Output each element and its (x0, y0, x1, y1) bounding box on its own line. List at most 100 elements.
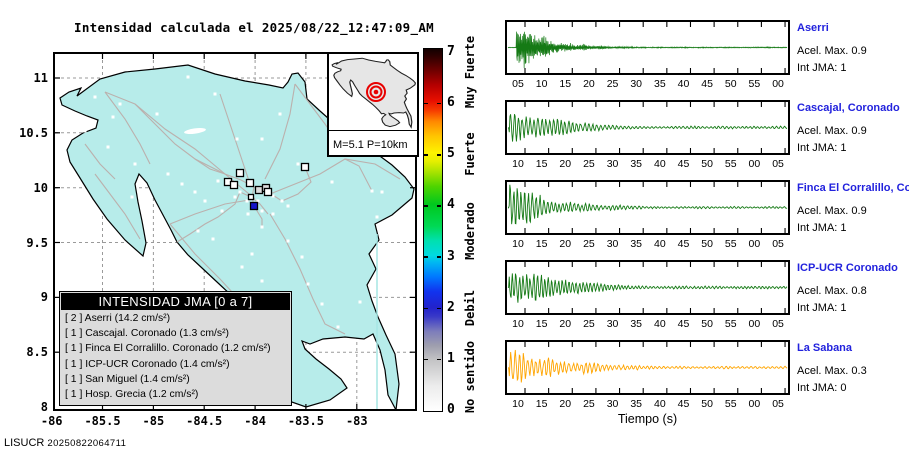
footer-id: LISUCR 20250822064711 (4, 437, 126, 449)
colorbar-tick (437, 307, 441, 310)
map-y-tick-label: 10 (33, 180, 48, 195)
station-dot (358, 300, 362, 304)
map-y-tick-label: 9.5 (26, 235, 48, 250)
panel-time-tick: 30 (606, 158, 619, 170)
seismogram-panel-3 (505, 180, 790, 235)
station-dot (245, 199, 249, 203)
panel-time-tick: 40 (653, 318, 666, 330)
panel-acel-max: Acel. Max. 0.9 (797, 125, 867, 137)
panel-time-tick: 25 (606, 78, 619, 90)
legend-header: INTENSIDAD JMA [0 a 7] (61, 293, 290, 310)
station-dot (271, 194, 275, 198)
map-x-tick-label: -83 (345, 414, 368, 428)
map-x-tick-label: -86 (40, 414, 63, 428)
panel-acel-max: Acel. Max. 0.9 (797, 205, 867, 217)
colorbar-tick (437, 358, 441, 361)
magnitude-depth-label: M=5.1 P=10km (329, 136, 417, 155)
panel-time-tick: 05 (772, 318, 784, 330)
station-dot (240, 265, 244, 269)
intensity-colorbar (423, 48, 443, 412)
map-y-tick-label: 11 (33, 71, 48, 85)
intensity-square (263, 187, 273, 197)
seismogram-canvas (507, 102, 788, 153)
station-dot (141, 210, 145, 214)
panel-time-tick: 20 (559, 238, 572, 250)
station-dot (296, 162, 300, 166)
waveform-trace (507, 273, 788, 303)
panel-time-tick: 10 (535, 78, 548, 90)
legend-row-3: [ 1 ] ICP-UCR Coronado (1.4 cm/s²) (65, 358, 230, 370)
panel-time-tick: 20 (583, 78, 595, 90)
panel-int-jma: Int JMA: 1 (797, 302, 847, 314)
station-dot (280, 199, 284, 203)
station-dot (246, 212, 250, 216)
legend-row-2: [ 1 ] Finca El Corralillo. Coronado (1.2… (65, 343, 271, 355)
panel-time-tick: 05 (772, 158, 784, 170)
colorbar-number: 1 (447, 350, 455, 366)
colorbar-number: 7 (447, 43, 455, 59)
panel-time-tick: 00 (748, 238, 761, 250)
footer-system: LISUCR (4, 437, 45, 449)
panel-time-tick: 05 (772, 398, 784, 410)
panel-time-tick: 40 (653, 238, 666, 250)
legend-row-0: [ 2 ] Aserri (14.2 cm/s²) (65, 313, 171, 324)
station-dot (203, 199, 207, 203)
station-dot (250, 252, 254, 256)
panel-time-tick: 15 (535, 238, 548, 250)
colorbar-tick (437, 256, 441, 258)
station-dot (306, 282, 310, 286)
station-dot (216, 179, 220, 183)
station-dot (346, 339, 350, 343)
station-dot (106, 145, 110, 149)
seismogram-panel-4 (505, 260, 790, 315)
station-dot (211, 237, 215, 241)
panel-time-tick: 05 (512, 78, 524, 90)
intensity-square (300, 162, 310, 172)
station-dot (375, 215, 379, 219)
panel-time-tick: 25 (583, 238, 595, 250)
seismogram-canvas (507, 182, 788, 233)
legend-rows: [ 2 ] Aserri (14.2 cm/s²) [ 1 ] Cascajal.… (60, 311, 291, 402)
panel-time-tick: 55 (724, 318, 737, 330)
panel-time-tick: 35 (630, 238, 643, 250)
station-dot (278, 112, 282, 116)
station-dot (166, 172, 170, 176)
panel-time-tick: 30 (606, 398, 619, 410)
panel-time-tick: 55 (748, 78, 761, 90)
station-dot (93, 95, 97, 99)
map-x-tick-label: -85 (142, 414, 165, 428)
map-x-tick-label: -83.5 (287, 414, 324, 428)
panel-station-name: Aserri (797, 22, 829, 34)
panel-time-tick: 50 (701, 238, 713, 250)
station-dot (336, 325, 340, 329)
panel-time-tick: 25 (583, 158, 595, 170)
panel-time-tick: 45 (677, 238, 690, 250)
panel-time-tick: 10 (512, 398, 524, 410)
station-dot (238, 190, 242, 194)
lake-arenal (184, 128, 206, 134)
seismogram-panel-5 (505, 340, 790, 395)
map-y-tick-label: 10.5 (19, 125, 48, 140)
seismogram-canvas (507, 22, 788, 73)
panel-time-tick: 40 (653, 398, 666, 410)
station-dot (260, 225, 264, 229)
colorbar-tick (424, 102, 428, 105)
map-frame-ticks (55, 54, 415, 409)
waveform-trace (507, 114, 788, 142)
station-dot (256, 199, 260, 203)
panel-time-tick: 10 (512, 318, 524, 330)
panel-int-jma: Int JMA: 0 (797, 382, 847, 394)
panel-time-tick: 45 (677, 158, 690, 170)
colorbar-tick (424, 256, 428, 258)
station-dot (193, 190, 197, 194)
panel-time-tick: 40 (653, 158, 666, 170)
station-dot (286, 204, 290, 208)
station-dot (380, 190, 384, 194)
legend-row-1: [ 1 ] Cascajal. Coronado (1.3 cm/s²) (65, 328, 230, 340)
intensity-square (235, 168, 245, 178)
panel-station-name: La Sabana (797, 342, 853, 354)
colorbar-number: 5 (447, 146, 455, 162)
colorbar-tick (424, 358, 428, 361)
colorbar-number: 6 (447, 94, 455, 110)
